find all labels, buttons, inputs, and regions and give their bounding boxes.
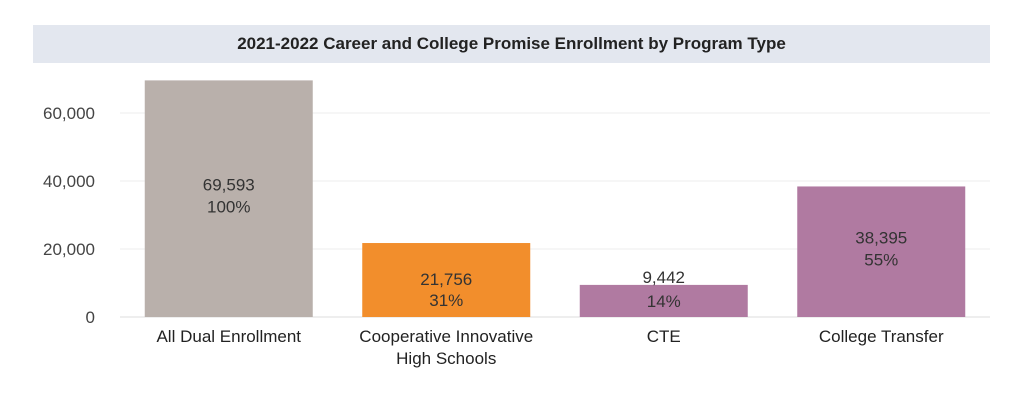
bar (797, 186, 966, 317)
x-tick-label: College Transfer (819, 327, 944, 346)
x-tick-label: CTE (647, 327, 681, 346)
bar-value-label: 38,395 (855, 229, 907, 248)
bar (579, 284, 748, 317)
bar-percent-label: 55% (864, 251, 898, 270)
chart-title: 2021-2022 Career and College Promise Enr… (237, 34, 786, 53)
bar-value-label: 69,593 (203, 176, 255, 195)
bar (144, 80, 313, 318)
bar-percent-label: 31% (429, 291, 463, 310)
bar-percent-label: 100% (207, 198, 250, 217)
y-tick-label: 60,000 (43, 104, 95, 123)
x-tick-label: High Schools (396, 349, 496, 368)
y-tick-label: 20,000 (43, 240, 95, 259)
y-tick-label: 40,000 (43, 172, 95, 191)
bar-value-label: 9,442 (642, 268, 685, 287)
bar-percent-label: 14% (647, 292, 681, 311)
bar (362, 243, 531, 317)
x-tick-label: All Dual Enrollment (156, 327, 301, 346)
y-tick-label: 0 (86, 308, 95, 327)
bar-value-label: 21,756 (420, 270, 472, 289)
x-tick-label: Cooperative Innovative (359, 327, 533, 346)
chart-title-bar: 2021-2022 Career and College Promise Enr… (33, 25, 990, 63)
